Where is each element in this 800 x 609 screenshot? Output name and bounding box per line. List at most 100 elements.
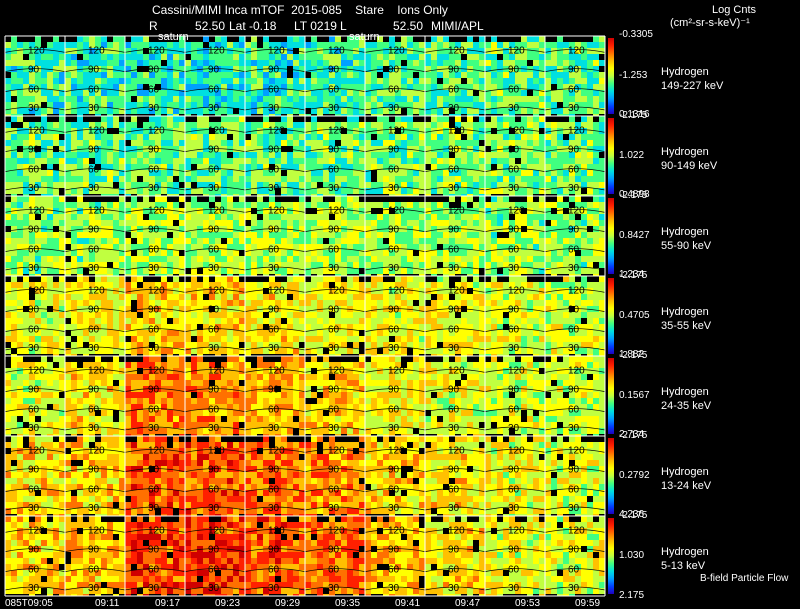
image-pixel (107, 288, 113, 294)
image-pixel (17, 244, 23, 250)
image-pixel (203, 134, 209, 140)
image-pixel (299, 140, 305, 146)
image-pixel (365, 128, 371, 134)
image-pixel (437, 282, 443, 288)
image-pixel (593, 214, 599, 220)
image-pixel (227, 342, 233, 348)
image-pixel (587, 232, 593, 238)
image-pixel (287, 244, 293, 250)
image-pixel (155, 336, 161, 342)
image-pixel (239, 226, 245, 232)
contour-line (304, 88, 366, 92)
image-pixel (323, 60, 329, 66)
image-pixel (359, 214, 365, 220)
image-pixel (107, 134, 113, 140)
image-pixel (113, 170, 119, 176)
image-pixel (257, 342, 263, 348)
image-pixel (473, 232, 479, 238)
image-pixel (59, 318, 65, 324)
image-pixel (29, 208, 35, 214)
image-pixel (11, 244, 17, 250)
image-pixel (47, 294, 53, 300)
image-pixel (413, 140, 419, 146)
image-pixel (125, 72, 131, 78)
image-pixel (341, 300, 347, 306)
image-pixel (341, 42, 347, 48)
image-pixel (197, 152, 203, 158)
image-pixel (539, 36, 545, 42)
image-pixel (347, 84, 353, 90)
image-pixel (71, 214, 77, 220)
image-pixel (59, 282, 65, 288)
image-pixel (125, 300, 131, 306)
image-pixel (353, 90, 359, 96)
image-pixel (185, 220, 191, 226)
image-pixel (473, 152, 479, 158)
contour-line (4, 168, 66, 172)
image-pixel (143, 336, 149, 342)
image-pixel (53, 158, 59, 164)
image-pixel (257, 102, 263, 108)
image-pixel (311, 282, 317, 288)
image-pixel (305, 128, 311, 134)
contour-line (64, 49, 126, 53)
image-pixel (407, 114, 413, 116)
image-pixel (293, 108, 299, 114)
image-pixel (299, 324, 305, 330)
image-pixel (581, 202, 587, 208)
image-pixel (407, 288, 413, 294)
image-pixel (239, 164, 245, 170)
image-pixel (47, 312, 53, 318)
image-pixel (71, 78, 77, 84)
image-pixel (185, 288, 191, 294)
image-pixel (449, 256, 455, 262)
image-pixel (401, 312, 407, 318)
image-pixel (281, 188, 287, 194)
image-pixel (233, 342, 239, 348)
image-pixel (95, 318, 101, 324)
contour-label: 60 (448, 165, 460, 176)
image-pixel (575, 66, 581, 72)
image-pixel (47, 256, 53, 262)
image-pixel (353, 318, 359, 324)
image-pixel (521, 54, 527, 60)
image-pixel (569, 90, 575, 96)
image-pixel (269, 72, 275, 78)
image-pixel (113, 324, 119, 330)
image-pixel (377, 318, 383, 324)
image-pixel (437, 48, 443, 54)
image-pixel (497, 42, 503, 48)
contour-label: 90 (28, 145, 40, 156)
image-pixel (41, 276, 47, 282)
image-pixel (341, 164, 347, 170)
image-pixel (23, 128, 29, 134)
image-pixel (479, 282, 485, 288)
image-pixel (467, 84, 473, 90)
image-pixel (485, 214, 491, 220)
image-pixel (251, 54, 257, 60)
image-pixel (65, 146, 71, 152)
image-pixel (497, 116, 503, 122)
image-pixel (581, 134, 587, 140)
image-pixel (599, 96, 605, 102)
image-pixel (299, 108, 305, 114)
image-pixel (11, 324, 17, 330)
image-pixel (389, 226, 395, 232)
image-pixel (377, 300, 383, 306)
image-pixel (473, 214, 479, 220)
image-pixel (233, 324, 239, 330)
image-pixel (245, 214, 251, 220)
image-pixel (71, 164, 77, 170)
image-pixel (167, 78, 173, 84)
image-pixel (11, 108, 17, 114)
image-pixel (107, 256, 113, 262)
image-pixel (467, 158, 473, 164)
image-pixel (23, 134, 29, 140)
image-pixel (335, 84, 341, 90)
image-pixel (179, 140, 185, 146)
image-pixel (209, 84, 215, 90)
